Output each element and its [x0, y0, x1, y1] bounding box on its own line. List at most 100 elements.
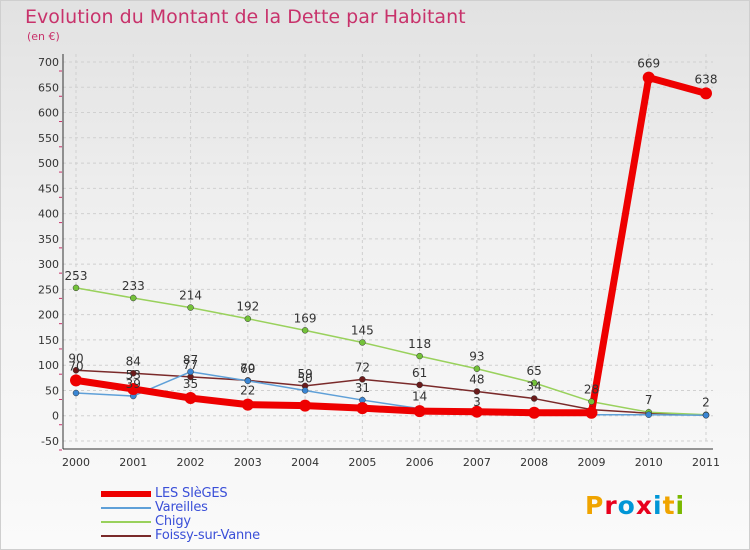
data-point — [528, 406, 541, 419]
x-tick-label: 2008 — [520, 456, 548, 469]
x-tick-label: 2000 — [62, 456, 90, 469]
data-label: 35 — [183, 377, 198, 391]
data-label: 70 — [68, 359, 83, 373]
data-label: 77 — [183, 358, 198, 372]
data-point — [359, 339, 366, 346]
data-label: 118 — [408, 337, 431, 351]
data-label: 7 — [645, 393, 653, 407]
y-tick-label: 50 — [45, 384, 59, 397]
data-point — [530, 395, 538, 402]
data-point — [127, 382, 140, 395]
y-tick-label: 150 — [38, 334, 59, 347]
data-label: 3 — [473, 395, 481, 409]
data-point — [416, 352, 423, 360]
data-point — [530, 379, 538, 387]
data-label: 192 — [236, 300, 259, 314]
legend-swatch-foissy-sur-vanne — [101, 535, 151, 537]
legend-swatch-vareilles — [101, 507, 151, 509]
y-tick-label: 500 — [38, 157, 59, 170]
proxiti-logo[interactable]: Proxiti — [585, 491, 685, 520]
x-tick-label: 2010 — [635, 456, 663, 469]
data-label: 22 — [240, 384, 255, 398]
axes — [59, 54, 713, 451]
data-point — [359, 376, 366, 383]
y-tick-label: 600 — [38, 107, 59, 120]
data-point — [241, 398, 254, 411]
data-point — [130, 370, 137, 377]
legend-swatch-chigy — [101, 521, 151, 523]
data-point — [356, 402, 369, 415]
series-line — [72, 74, 710, 417]
y-tick-label: 550 — [38, 132, 59, 145]
data-label: 87 — [183, 353, 198, 367]
logo-letter: i — [675, 491, 686, 520]
x-tick-label: 2002 — [177, 456, 205, 469]
axis-ticks: -500501001502002503003504004505005506006… — [38, 56, 720, 469]
y-tick-label: 250 — [38, 283, 59, 296]
data-label: 31 — [355, 381, 370, 395]
data-label: 14 — [412, 390, 427, 404]
data-label: 90 — [68, 351, 83, 365]
x-tick-label: 2007 — [463, 456, 491, 469]
series-lines — [72, 74, 710, 417]
data-label: 638 — [695, 72, 718, 86]
y-tick-label: 700 — [38, 56, 59, 69]
data-point — [184, 392, 197, 405]
series-points — [70, 71, 712, 419]
data-point — [187, 304, 194, 311]
data-point — [130, 294, 137, 302]
logo-letter: x — [635, 491, 653, 520]
data-label: 53 — [126, 368, 141, 382]
data-point — [244, 377, 252, 385]
data-point — [588, 398, 595, 405]
x-tick-label: 2001 — [119, 456, 147, 469]
data-point — [585, 406, 598, 419]
data-point — [642, 71, 655, 84]
data-label: 145 — [351, 323, 374, 337]
data-label: 48 — [469, 372, 484, 386]
data-label: 214 — [179, 289, 202, 303]
logo-letter: r — [604, 491, 618, 520]
y-tick-label: 450 — [38, 182, 59, 195]
data-label: 233 — [122, 279, 145, 293]
x-tick-label: 2006 — [406, 456, 434, 469]
y-tick-label: 650 — [38, 81, 59, 94]
data-point — [470, 405, 483, 418]
chart-title: Evolution du Montant de la Dette par Hab… — [25, 6, 466, 28]
data-label: 61 — [412, 366, 427, 380]
x-tick-label: 2005 — [348, 456, 376, 469]
chart-subtitle: (en €) — [27, 30, 60, 43]
data-label: 253 — [65, 269, 88, 283]
series-line — [75, 371, 707, 416]
data-label: 28 — [584, 383, 599, 397]
logo-letter: P — [585, 491, 605, 520]
legend-label: LES SIèGES — [155, 486, 228, 501]
data-point — [645, 411, 652, 418]
y-tick-label: 300 — [38, 258, 59, 271]
data-point — [244, 315, 252, 322]
data-point — [700, 87, 712, 100]
data-label: 93 — [469, 350, 484, 364]
x-tick-label: 2004 — [291, 456, 319, 469]
y-tick-label: 200 — [38, 309, 59, 322]
legend-label: Vareilles — [155, 500, 208, 515]
data-point — [72, 284, 80, 292]
data-label: 69 — [240, 362, 255, 376]
logo-letter: i — [653, 491, 663, 520]
legend-label: Foissy-sur-Vanne — [155, 528, 260, 543]
x-tick-label: 2011 — [692, 456, 720, 469]
data-label: 72 — [355, 360, 370, 374]
grid-lines — [63, 54, 713, 442]
data-point — [301, 387, 309, 394]
data-label: 169 — [294, 311, 317, 325]
x-tick-label: 2009 — [577, 456, 605, 469]
data-label: 70 — [240, 361, 255, 375]
data-labels: 90 84 77 70 59 72 61 48342532332141921691451189… — [65, 57, 718, 410]
data-point — [301, 327, 309, 334]
data-point — [72, 389, 80, 397]
data-point — [473, 388, 481, 395]
legend-swatch-les-sieges — [101, 491, 151, 497]
data-point — [473, 365, 481, 372]
logo-letter: o — [617, 491, 636, 520]
